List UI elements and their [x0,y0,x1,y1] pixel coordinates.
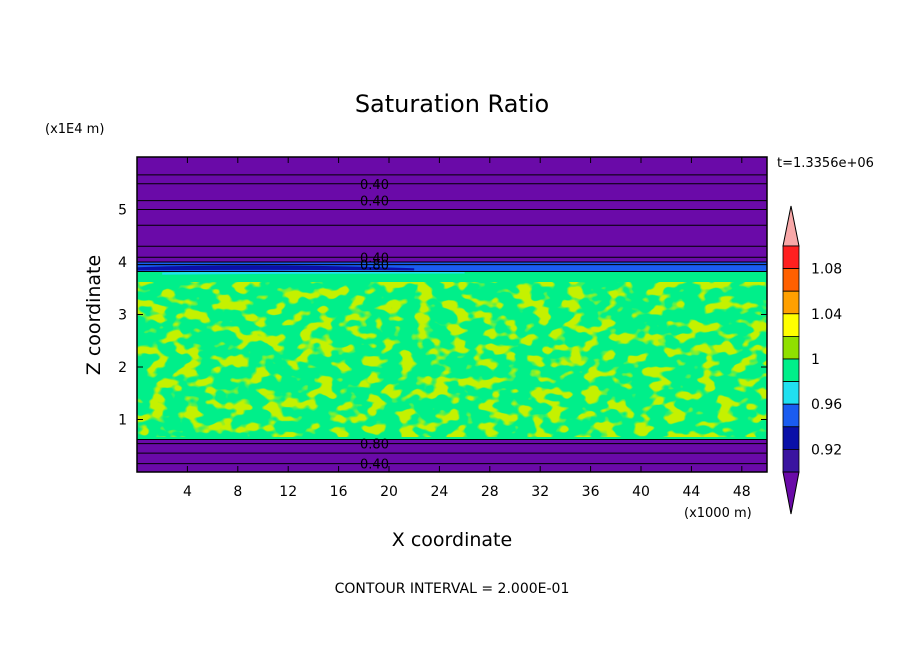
band-3 [137,439,767,472]
y-tick-label: 1 [118,413,127,429]
colorbar-segment [782,313,800,337]
x-tick-label: 4 [183,484,192,500]
colorbar-label: 1.04 [811,307,842,323]
x-tick-label: 12 [279,484,297,500]
colorbar-segment [782,268,800,292]
colorbar-label: 0.92 [811,442,842,458]
colorbar-segment [782,426,800,450]
colorbar-segment [782,403,800,428]
colorbar-label: 0.96 [811,397,842,413]
plot-area: 0.400.400.400.800.800.40 [137,157,767,473]
contour-label: 0.40 [360,178,389,193]
colorbar-segment [782,245,800,270]
colorbar-segment [782,448,800,473]
y-tick-label: 4 [118,255,127,271]
colorbar-under-arrow [782,471,800,515]
y-tick-label: 5 [118,203,127,219]
y-unit-label: (x1E4 m) [45,122,104,137]
colorbar: 0.92 0.96 1 1.04 1.08 [782,205,842,515]
x-tick-label: 28 [481,484,499,500]
x-unit-label: (x1000 m) [684,506,752,521]
dry-streak [137,265,415,271]
contour-label: 0.40 [360,195,389,210]
contour-label: 0.80 [360,438,389,453]
colorbar-over-arrow [782,205,800,247]
x-tick-label: 44 [682,484,700,500]
x-tick-label: 16 [330,484,348,500]
x-tick-label: 8 [233,484,242,500]
x-tick-label: 36 [582,484,600,500]
y-tick-label: 3 [118,308,127,324]
x-tick-label: 32 [531,484,549,500]
y-axis-title: Z coordinate [83,255,105,375]
x-tick-label: 48 [733,484,751,500]
x-tick-label: 20 [380,484,398,500]
contour-interval-footer: CONTOUR INTERVAL = 2.000E-01 [335,581,570,597]
colorbar-label: 1.08 [811,262,842,278]
supersaturated-texture [137,282,767,437]
contour-label: 0.40 [360,251,389,266]
x-axis-title: X coordinate [392,529,512,551]
colorbar-segment [782,335,800,360]
contour-label: 0.80 [360,259,389,274]
colorbar-label: 1 [811,352,820,368]
y-tick-label: 2 [118,360,127,376]
colorbar-segment [782,290,800,315]
colorbar-segment [782,381,800,405]
time-label: t=1.3356e+06 [777,156,874,171]
x-tick-label: 24 [430,484,448,500]
x-tick-label: 40 [632,484,650,500]
chart-title: Saturation Ratio [355,90,549,118]
colorbar-segment [782,358,800,383]
band-1 [137,262,767,272]
contour-label: 0.40 [360,458,389,473]
